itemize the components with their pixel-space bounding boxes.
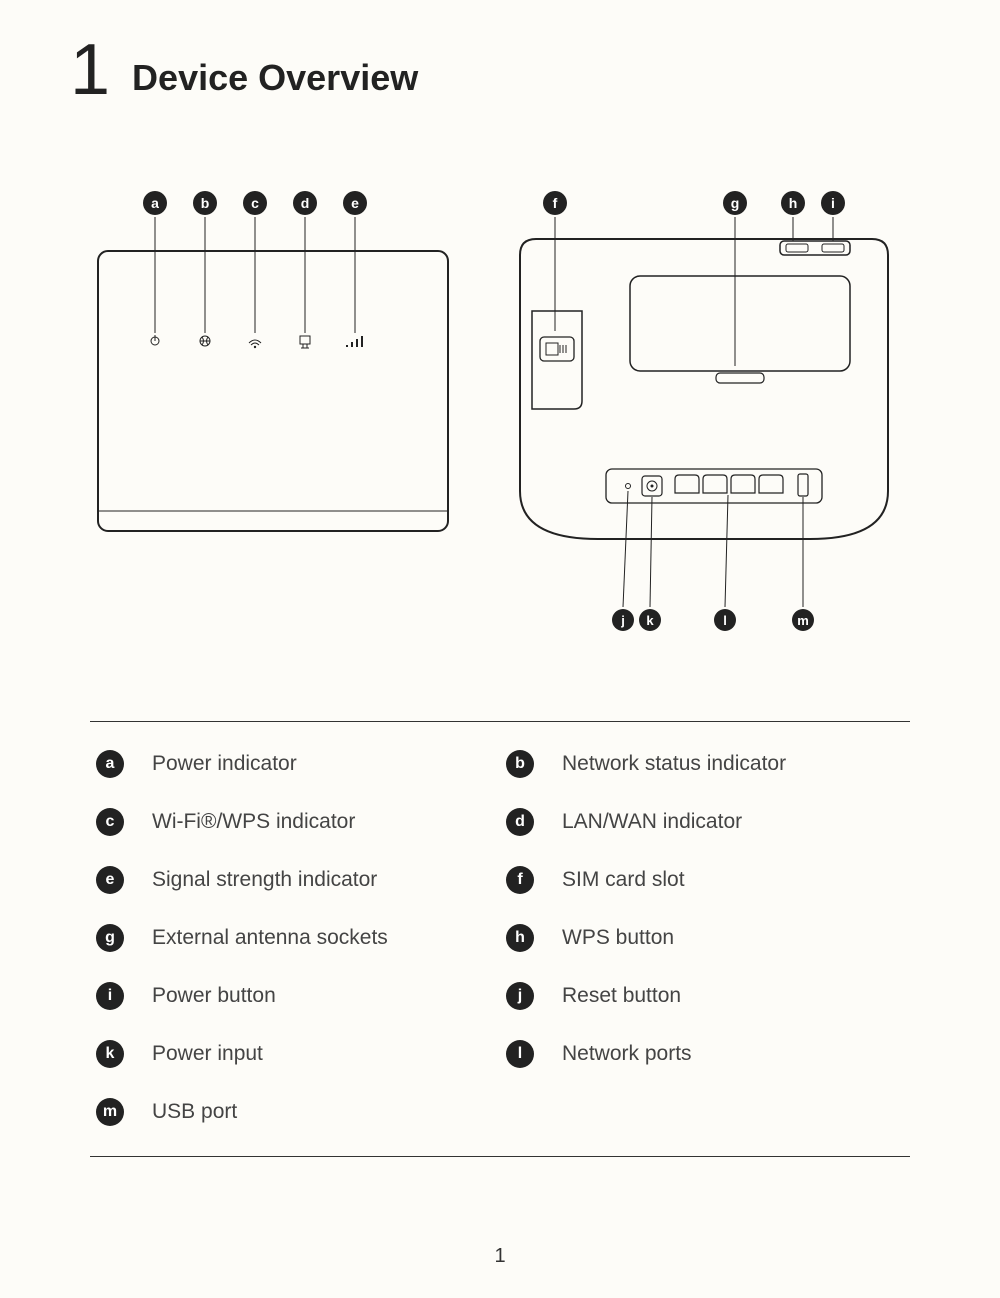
legend-bubble: l bbox=[506, 1040, 534, 1068]
legend-bubble: b bbox=[506, 750, 534, 778]
legend-item-m: m USB port bbox=[90, 1098, 500, 1126]
page-number: 1 bbox=[494, 1245, 505, 1268]
legend-item-i: i Power button bbox=[90, 982, 500, 1010]
legend-text: Signal strength indicator bbox=[152, 868, 377, 892]
front-view-svg bbox=[90, 191, 460, 641]
legend-item-empty bbox=[500, 1098, 910, 1126]
callout-e: e bbox=[343, 191, 367, 215]
legend-item-c: c Wi-Fi®/WPS indicator bbox=[90, 808, 500, 836]
legend-text: Network status indicator bbox=[562, 752, 786, 776]
legend-row: a Power indicator b Network status indic… bbox=[90, 750, 910, 778]
legend-bubble: a bbox=[96, 750, 124, 778]
legend-text: USB port bbox=[152, 1100, 237, 1124]
legend-text: Power button bbox=[152, 984, 276, 1008]
legend-text: WPS button bbox=[562, 926, 674, 950]
legend-text: Power indicator bbox=[152, 752, 297, 776]
legend-row: e Signal strength indicator f SIM card s… bbox=[90, 866, 910, 894]
legend-text: External antenna sockets bbox=[152, 926, 388, 950]
section-number: 1 bbox=[70, 40, 110, 101]
legend-text: Wi-Fi®/WPS indicator bbox=[152, 810, 355, 834]
callout-a: a bbox=[143, 191, 167, 215]
legend-text: Network ports bbox=[562, 1042, 692, 1066]
legend-item-g: g External antenna sockets bbox=[90, 924, 500, 952]
legend-bubble: h bbox=[506, 924, 534, 952]
callout-f: f bbox=[543, 191, 567, 215]
legend-item-l: l Network ports bbox=[500, 1040, 910, 1068]
callout-d: d bbox=[293, 191, 317, 215]
legend-row: m USB port bbox=[90, 1098, 910, 1126]
legend-bubble: m bbox=[96, 1098, 124, 1126]
legend-row: i Power button j Reset button bbox=[90, 982, 910, 1010]
section-heading: 1 Device Overview bbox=[70, 40, 930, 101]
legend-bubble: i bbox=[96, 982, 124, 1010]
legend-row: c Wi-Fi®/WPS indicator d LAN/WAN indicat… bbox=[90, 808, 910, 836]
back-view-svg bbox=[510, 191, 910, 651]
diagrams-row: a b c d e bbox=[70, 191, 930, 651]
legend-item-f: f SIM card slot bbox=[500, 866, 910, 894]
legend-item-h: h WPS button bbox=[500, 924, 910, 952]
legend-item-a: a Power indicator bbox=[90, 750, 500, 778]
legend-row: k Power input l Network ports bbox=[90, 1040, 910, 1068]
legend-bubble: e bbox=[96, 866, 124, 894]
legend-text: LAN/WAN indicator bbox=[562, 810, 742, 834]
callout-g: g bbox=[723, 191, 747, 215]
legend-item-d: d LAN/WAN indicator bbox=[500, 808, 910, 836]
device-back-view: f g h i j k l m bbox=[510, 191, 910, 651]
legend-text: Power input bbox=[152, 1042, 263, 1066]
callout-h: h bbox=[781, 191, 805, 215]
callout-b: b bbox=[193, 191, 217, 215]
callout-c: c bbox=[243, 191, 267, 215]
legend-item-b: b Network status indicator bbox=[500, 750, 910, 778]
legend-table: a Power indicator b Network status indic… bbox=[90, 721, 910, 1157]
section-title: Device Overview bbox=[132, 57, 418, 101]
legend-text: SIM card slot bbox=[562, 868, 685, 892]
legend-item-j: j Reset button bbox=[500, 982, 910, 1010]
legend-item-k: k Power input bbox=[90, 1040, 500, 1068]
legend-bubble: d bbox=[506, 808, 534, 836]
legend-text: Reset button bbox=[562, 984, 681, 1008]
legend-bubble: g bbox=[96, 924, 124, 952]
legend-bubble: c bbox=[96, 808, 124, 836]
legend-item-e: e Signal strength indicator bbox=[90, 866, 500, 894]
legend-bubble: k bbox=[96, 1040, 124, 1068]
legend-row: g External antenna sockets h WPS button bbox=[90, 924, 910, 952]
legend-bubble: f bbox=[506, 866, 534, 894]
device-front-view: a b c d e bbox=[90, 191, 460, 641]
legend-bubble: j bbox=[506, 982, 534, 1010]
callout-i: i bbox=[821, 191, 845, 215]
